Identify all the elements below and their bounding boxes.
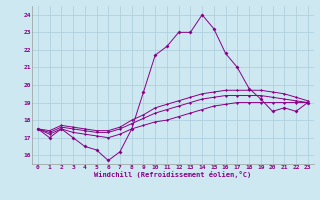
X-axis label: Windchill (Refroidissement éolien,°C): Windchill (Refroidissement éolien,°C): [94, 171, 252, 178]
